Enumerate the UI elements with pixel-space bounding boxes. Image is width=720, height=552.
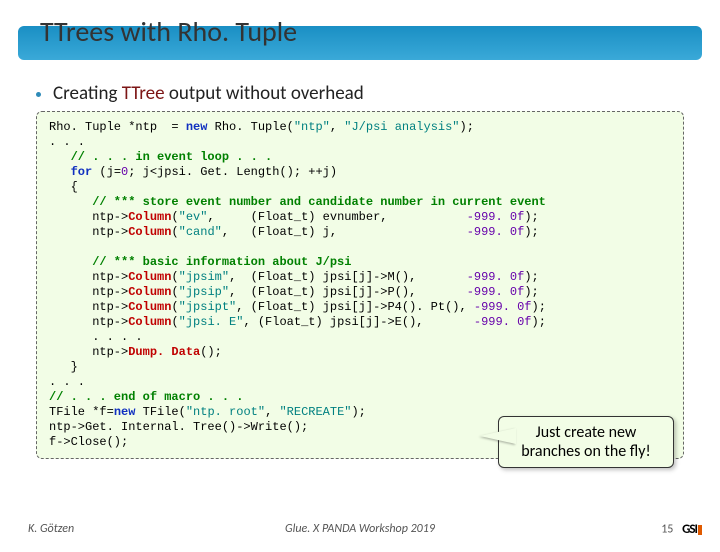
code-str: "ntp" [294, 120, 330, 134]
code-t: ); [532, 300, 546, 314]
code-t: ( [171, 225, 178, 239]
footer-right: 15 GSI [661, 522, 702, 537]
code-str: "cand" [179, 225, 222, 239]
code-t: , (Float_t) jpsi[j]->M(), [229, 270, 467, 284]
code-t: ); [524, 285, 538, 299]
code-t [49, 165, 71, 179]
code-num: -999. 0f [474, 315, 532, 329]
code-t: ntp-> [49, 285, 128, 299]
code-str: "jpsipt" [179, 300, 237, 314]
code-t: , (Float_t) j, [222, 225, 467, 239]
bullet-dot-icon [36, 92, 41, 97]
code-kw: new [186, 120, 208, 134]
code-t: . . . . [49, 330, 143, 344]
code-num: -999. 0f [467, 270, 525, 284]
code-t: ); [460, 120, 474, 134]
code-kw: for [71, 165, 93, 179]
code-t: , [265, 405, 279, 419]
title-bar: TTrees with Rho. Tuple [18, 12, 702, 64]
code-t: (); [200, 345, 222, 359]
gsi-logo-accent-icon [698, 525, 702, 535]
code-t: ); [524, 225, 538, 239]
code-t: ntp-> [49, 315, 128, 329]
code-comment: // *** basic information about J/psi [49, 255, 351, 269]
code-t: , (Float_t) jpsi[j]->E(), [243, 315, 473, 329]
code-t: ntp-> [49, 300, 128, 314]
code-t: ); [524, 210, 538, 224]
callout-tail-icon [480, 428, 516, 444]
footer-event: Glue. X PANDA Workshop 2019 [0, 522, 720, 536]
footer: K. Götzen Glue. X PANDA Workshop 2019 15… [0, 522, 720, 544]
code-comment: // . . . in event loop . . . [49, 150, 272, 164]
code-t: ); [351, 405, 365, 419]
code-t: Rho. Tuple *ntp = [49, 120, 186, 134]
bullet-pre: Creating [53, 82, 122, 105]
code-fn: Column [128, 225, 171, 239]
code-box: Rho. Tuple *ntp = new Rho. Tuple("ntp" , … [36, 111, 684, 459]
code-kw: new [114, 405, 136, 419]
code-t: , (Float_t) evnumber, [207, 210, 466, 224]
code-str: "jpsim" [179, 270, 229, 284]
code-t: , [330, 120, 344, 134]
code-t: , (Float_t) jpsi[j]->P(), [229, 285, 467, 299]
code-t: ( [171, 270, 178, 284]
code-t: (j= [92, 165, 121, 179]
code-str: "jpsi. E" [179, 315, 244, 329]
code-comment: // . . . end of macro . . . [49, 390, 243, 404]
code-str: "RECREATE" [279, 405, 351, 419]
code-t: ntp-> [49, 270, 128, 284]
code-fn: Column [128, 270, 171, 284]
code-t: . . . [49, 375, 85, 389]
bullet-ttree: TTree [122, 82, 165, 105]
code-t: ntp-> [49, 225, 128, 239]
code-num: -999. 0f [467, 225, 525, 239]
code-fn: Column [128, 315, 171, 329]
bullet-line: Creating TTree output without overhead [36, 82, 720, 105]
slide-title: TTrees with Rho. Tuple [18, 12, 702, 49]
code-t: } [49, 360, 78, 374]
code-t: TFile( [135, 405, 185, 419]
code-num: -999. 0f [474, 300, 532, 314]
gsi-logo: GSI [682, 522, 697, 537]
code-t: ( [171, 210, 178, 224]
code-fn: Dump. Data [128, 345, 200, 359]
code-t: ); [524, 270, 538, 284]
code-t: ( [171, 300, 178, 314]
code-num: -999. 0f [467, 210, 525, 224]
code-t: TFile *f= [49, 405, 114, 419]
code-t: ; j<jpsi. Get. Length(); ++j) [128, 165, 337, 179]
code-t [49, 240, 56, 254]
code-t: { [49, 180, 78, 194]
code-str: "ev" [179, 210, 208, 224]
code-t: Rho. Tuple( [207, 120, 293, 134]
code-t: f->Close(); [49, 435, 128, 449]
code-t: , (Float_t) jpsi[j]->P4(). Pt(), [236, 300, 474, 314]
code-t: ntp-> [49, 345, 128, 359]
code-num: -999. 0f [467, 285, 525, 299]
code-str: "ntp. root" [186, 405, 265, 419]
page-number: 15 [661, 522, 673, 536]
code-t: ( [171, 285, 178, 299]
code-fn: Column [128, 300, 171, 314]
code-fn: Column [128, 210, 171, 224]
code-t: . . . [49, 135, 85, 149]
callout-box: Just create new branches on the fly! [498, 416, 674, 468]
code-t: ( [171, 315, 178, 329]
code-t: ); [532, 315, 546, 329]
code-t: ntp-> [49, 210, 128, 224]
code-str: "J/psi analysis" [344, 120, 459, 134]
code-comment: // *** store event number and candidate … [49, 195, 546, 209]
code-str: "jpsip" [179, 285, 229, 299]
bullet-post: output without overhead [165, 82, 364, 105]
code-t: ntp->Get. Internal. Tree()->Write(); [49, 420, 308, 434]
code-fn: Column [128, 285, 171, 299]
